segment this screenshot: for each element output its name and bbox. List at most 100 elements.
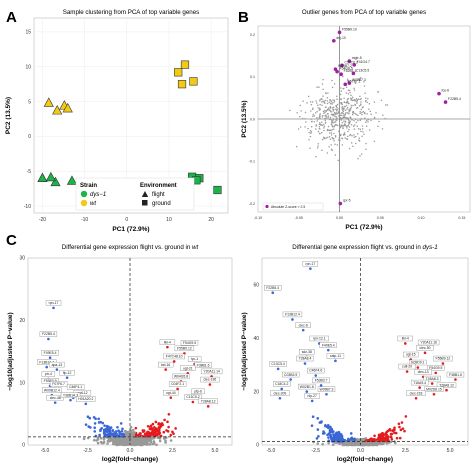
gene-point: [330, 129, 332, 132]
gene-point: [86, 415, 90, 419]
gene-point: [346, 78, 349, 80]
gene-point: [322, 78, 324, 81]
gene-point: [341, 144, 344, 146]
labeled-gene-point: [69, 398, 72, 402]
gene-point: [328, 101, 331, 104]
gene-label: F13B12.4: [285, 313, 300, 317]
gene-point: [334, 136, 337, 138]
gene-point: [92, 438, 96, 442]
gene-point: [131, 428, 135, 432]
gene-label: rpn-12.1: [313, 337, 326, 341]
gene-point: [404, 415, 408, 418]
gene-label-box: [60, 392, 81, 398]
legend-dys1-swatch: [80, 190, 88, 198]
labeled-gene-point: [280, 387, 284, 391]
gene-point: [82, 437, 86, 441]
gene-point: [306, 102, 308, 104]
gene-point: [339, 114, 342, 117]
gene-label: F38B1.6: [449, 373, 462, 377]
x-tick-label: -2.5: [311, 448, 320, 454]
gene-point: [339, 117, 342, 119]
x-tick-label: 5.0: [447, 448, 454, 454]
gene-point: [329, 109, 331, 111]
gene-label-box: [398, 363, 416, 370]
gene-point: [148, 433, 152, 436]
sample-point-ground: [177, 80, 187, 89]
gene-point: [335, 108, 337, 111]
gene-label: sdz-38: [302, 350, 312, 354]
y-tick-label: 10: [25, 65, 31, 71]
gene-point: [338, 135, 341, 137]
gene-point: [334, 154, 337, 156]
gene-point: [155, 443, 158, 447]
gene-point: [325, 110, 327, 112]
gene-label-box: [317, 386, 336, 392]
labeled-gene-point: [52, 306, 55, 310]
gene-point: [360, 443, 364, 447]
gene-point: [332, 118, 334, 120]
gene-label-box: [427, 365, 445, 371]
gene-point: [106, 442, 109, 445]
gene-point: [359, 128, 362, 130]
gene-point: [335, 105, 338, 108]
gene-point: [348, 147, 351, 150]
gene-point: [167, 425, 170, 429]
gene-label-box: [200, 376, 220, 383]
gene-point: [93, 422, 97, 425]
gene-point: [146, 430, 149, 434]
gene-point: [99, 440, 103, 444]
x-axis-label: log2(fold−change): [337, 456, 393, 463]
gene-point: [313, 120, 315, 123]
gene-point: [393, 426, 396, 430]
gene-point: [348, 128, 350, 131]
gene-label: ptr-4: [45, 372, 52, 376]
gene-point: [367, 121, 369, 123]
gene-point: [311, 415, 315, 419]
gene-label-box: [433, 355, 453, 362]
x-tick-label: 0.0: [357, 448, 364, 454]
gene-point: [323, 129, 325, 132]
gene-point: [365, 148, 367, 151]
panel-letter-a: A: [6, 9, 17, 26]
gene-point: [383, 437, 387, 440]
gene-point: [98, 433, 101, 437]
gene-point: [317, 142, 320, 145]
labeled-gene-point: [405, 370, 409, 373]
sample-point-ground: [213, 185, 222, 195]
gene-point: [105, 430, 109, 434]
outlier-label: F54G9.5: [340, 67, 353, 71]
gene-label-box: [180, 340, 199, 346]
gene-point: [377, 436, 381, 439]
gene-point: [308, 138, 310, 141]
gene-label-box: [296, 355, 314, 362]
gene-point: [329, 106, 331, 109]
gene-point: [345, 92, 348, 94]
legend: Strain dys−1 wt Environment flight ground: [75, 177, 195, 211]
gene-label: F38B1.6: [197, 363, 210, 367]
gene-point: [327, 441, 330, 445]
gene-point: [309, 129, 312, 132]
gene-point: [169, 433, 173, 437]
gene-point: [344, 105, 346, 108]
gene-point: [373, 443, 377, 447]
gene-point: [114, 442, 118, 446]
gene-point: [341, 103, 344, 106]
gene-label: T28A8.12: [201, 400, 216, 404]
labeled-gene-point: [65, 376, 69, 379]
labeled-gene-point: [53, 401, 57, 404]
y-tick-label: 15: [25, 30, 31, 36]
gene-point: [142, 437, 145, 440]
outlier-label: C13C5.5: [356, 68, 369, 72]
gene-point: [357, 98, 360, 100]
gene-point: [97, 417, 100, 421]
gene-point: [337, 112, 339, 115]
gene-point: [342, 112, 344, 115]
chart-title: Differential gene expression flight vs. …: [292, 244, 437, 251]
gene-point: [121, 427, 124, 431]
gene-point: [146, 424, 150, 428]
gene-point: [359, 111, 361, 113]
gene-point: [328, 129, 331, 131]
gene-point: [114, 430, 118, 433]
gene-point: [377, 125, 379, 127]
gene-point: [323, 112, 325, 115]
